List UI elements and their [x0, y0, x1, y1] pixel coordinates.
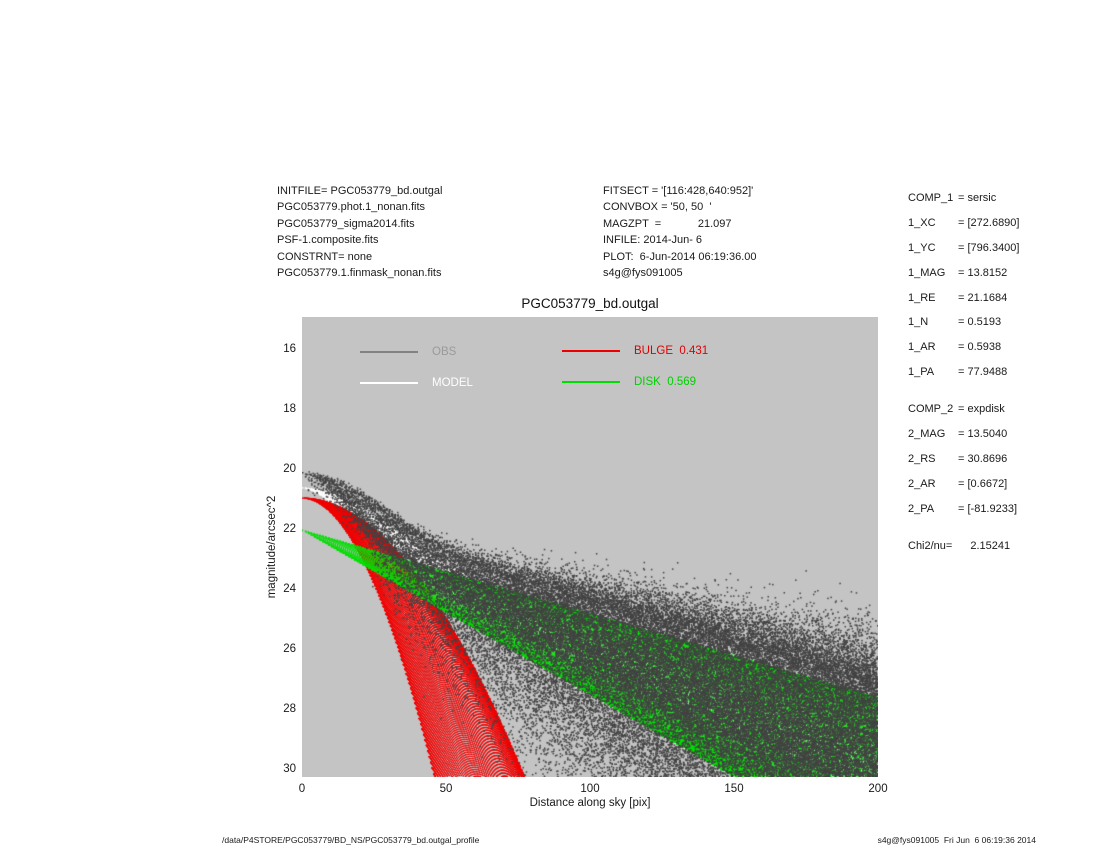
legend-model: MODEL	[360, 377, 473, 389]
param-value: = 21.1684	[958, 291, 1008, 304]
footer-file-path: /data/P4STORE/PGC053779/BD_NS/PGC053779_…	[222, 835, 480, 845]
y-tick-label: 30	[283, 763, 296, 775]
param-key: 1_MAG	[908, 266, 946, 279]
legend-obs: OBS	[360, 346, 456, 358]
param-key: 2_PA	[908, 502, 935, 515]
param-row: COMP_1 = sersic	[908, 192, 1019, 217]
x-tick-label: 100	[580, 783, 600, 795]
y-tick-label: 26	[283, 643, 296, 655]
param-key: 1_PA	[908, 366, 935, 379]
param-key: 1_XC	[908, 216, 936, 229]
param-value: = 0.5193	[958, 316, 1002, 329]
legend-bulge: BULGE 0.431	[562, 345, 708, 357]
text-line: PLOT: 6-Jun-2014 06:19:36.00	[603, 250, 757, 263]
y-tick-label: 24	[283, 583, 296, 595]
text-line: FITSECT = '[116:428,640:952]'	[603, 185, 754, 197]
param-value: = 13.8152	[958, 266, 1008, 279]
y-tick-label: 22	[283, 523, 296, 535]
obs-legend-label: OBS	[432, 346, 457, 358]
param-value: = 30.8696	[958, 452, 1008, 465]
text-line: MAGZPT = 21.097	[603, 217, 732, 230]
disk-legend-label: DISK 0.569	[634, 376, 697, 388]
x-tick-label: 50	[439, 783, 453, 795]
chi2-value: 2.15241	[970, 539, 1011, 552]
param-key: COMP_2	[908, 403, 954, 416]
param-key: 1_RE	[908, 291, 936, 304]
param-row: 1_AR = 0.5938	[908, 341, 1019, 366]
param-key: 2_RS	[908, 452, 936, 465]
param-row: 1_MAG = 13.8152	[908, 267, 1019, 292]
y-tick-label: 28	[283, 703, 296, 715]
plot-area: OBS MODEL BULGE 0.431 DISK 0.569	[302, 317, 878, 777]
param-key: 1_YC	[908, 241, 936, 254]
text-line: PGC053779_sigma2014.fits	[277, 217, 415, 230]
param-row: 2_RS = 30.8696	[908, 453, 1019, 478]
param-row: 2_PA = [-81.9233]	[908, 503, 1019, 528]
x-tick-label: 0	[298, 783, 306, 795]
model-legend-label: MODEL	[432, 377, 473, 389]
param-key: 2_AR	[908, 477, 936, 490]
param-key: 2_MAG	[908, 428, 946, 441]
param-value: = expdisk	[958, 403, 1005, 416]
chi2-label: Chi2/nu=	[908, 539, 953, 552]
chi2-row: Chi2/nu= 2.15241	[908, 540, 1019, 565]
plot-title: PGC053779_bd.outgal	[521, 296, 659, 311]
param-row: COMP_2 = expdisk	[908, 403, 1019, 428]
param-value: = [-81.9233]	[958, 502, 1018, 515]
text-line: INITFILE= PGC053779_bd.outgal	[277, 185, 443, 197]
obs-line-swatch	[360, 351, 418, 353]
param-value: = 0.5938	[958, 341, 1002, 354]
param-row: 1_PA = 77.9488	[908, 366, 1019, 391]
y-axis-label: magnitude/arcsec^2	[266, 495, 278, 599]
param-row: 1_N = 0.5193	[908, 316, 1019, 341]
x-tick-label: 150	[724, 783, 744, 795]
text-line: CONSTRNT= none	[277, 250, 373, 263]
disk-line-swatch	[562, 381, 620, 383]
text-line: CONVBOX = '50, 50 '	[603, 201, 712, 214]
y-tick-label: 16	[283, 343, 296, 355]
param-value: = 77.9488	[958, 366, 1008, 379]
legend-disk: DISK 0.569	[562, 376, 696, 388]
param-value: = [796.3400]	[958, 241, 1020, 254]
param-row: 2_MAG = 13.5040	[908, 428, 1019, 453]
text-line: s4g@fys091005	[603, 267, 683, 280]
param-value: = sersic	[958, 192, 997, 204]
footer-user-timestamp: s4g@fys091005 Fri Jun 6 06:19:36 2014	[877, 835, 1036, 845]
component-2-params: COMP_2 = expdisk 2_MAG = 13.5040 2_RS = 30.86…	[908, 403, 1019, 527]
text-line: PSF-1.composite.fits	[277, 234, 379, 247]
param-row: 1_RE = 21.1684	[908, 292, 1019, 317]
param-key: 1_N	[908, 316, 929, 329]
text-line: PGC053779.phot.1_nonan.fits	[277, 201, 426, 214]
param-row: 2_AR = [0.6672]	[908, 478, 1019, 503]
bulge-line-swatch	[562, 350, 620, 352]
text-line: INFILE: 2014-Jun- 6	[603, 234, 703, 247]
param-key: 1_AR	[908, 341, 936, 354]
bulge-legend-label: BULGE 0.431	[634, 345, 709, 357]
param-row: 1_YC = [796.3400]	[908, 242, 1019, 267]
x-tick-label: 200	[868, 783, 888, 795]
x-axis-label: Distance along sky [pix]	[529, 797, 651, 809]
param-value: = [272.6890]	[958, 216, 1020, 229]
component-1-params: COMP_1 = sersic 1_XC = [272.6890] 1_YC = [796…	[908, 192, 1019, 391]
y-tick-label: 18	[283, 403, 296, 415]
param-value: = [0.6672]	[958, 477, 1008, 490]
text-line: PGC053779.1.finmask_nonan.fits	[277, 267, 442, 280]
fit-parameters-block: COMP_1 = sersic 1_XC = [272.6890] 1_YC = [796…	[908, 192, 1019, 564]
profile-scatter-canvas	[302, 317, 878, 777]
model-line-swatch	[360, 382, 418, 384]
param-row: 1_XC = [272.6890]	[908, 217, 1019, 242]
fit-setup-block: FITSECT = '[116:428,640:952]' CONVBOX = '…	[603, 183, 757, 281]
y-tick-label: 20	[283, 463, 296, 475]
param-key: COMP_1	[908, 192, 954, 204]
input-files-block: INITFILE= PGC053779_bd.outgal PGC053779.p…	[277, 183, 442, 281]
param-value: = 13.5040	[958, 428, 1008, 441]
